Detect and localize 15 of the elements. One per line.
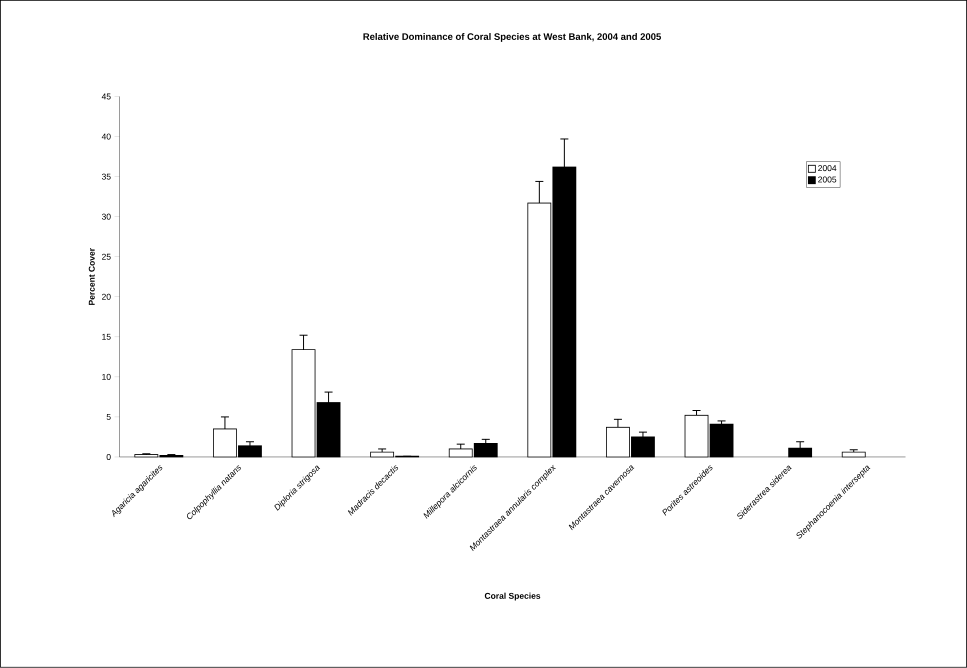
legend-label: 2004 [818,165,836,172]
x-axis-title: Coral Species [484,592,540,601]
y-tick-label: 30 [102,214,111,220]
y-tick-label: 45 [102,94,111,100]
y-tick-label: 0 [106,454,111,460]
chart-title: Relative Dominance of Coral Species at West Bank, 2004 and 2005 [363,33,661,42]
y-tick-label: 20 [102,294,111,300]
y-axis-title: Percent Cover [88,248,95,306]
y-tick-label: 35 [102,174,111,180]
legend-label: 2005 [818,176,836,183]
y-tick-label: 10 [102,374,111,380]
y-tick-label: 40 [102,134,111,140]
y-tick-label: 5 [106,414,111,420]
y-tick-label: 25 [102,254,111,260]
y-tick-label: 15 [102,334,111,340]
